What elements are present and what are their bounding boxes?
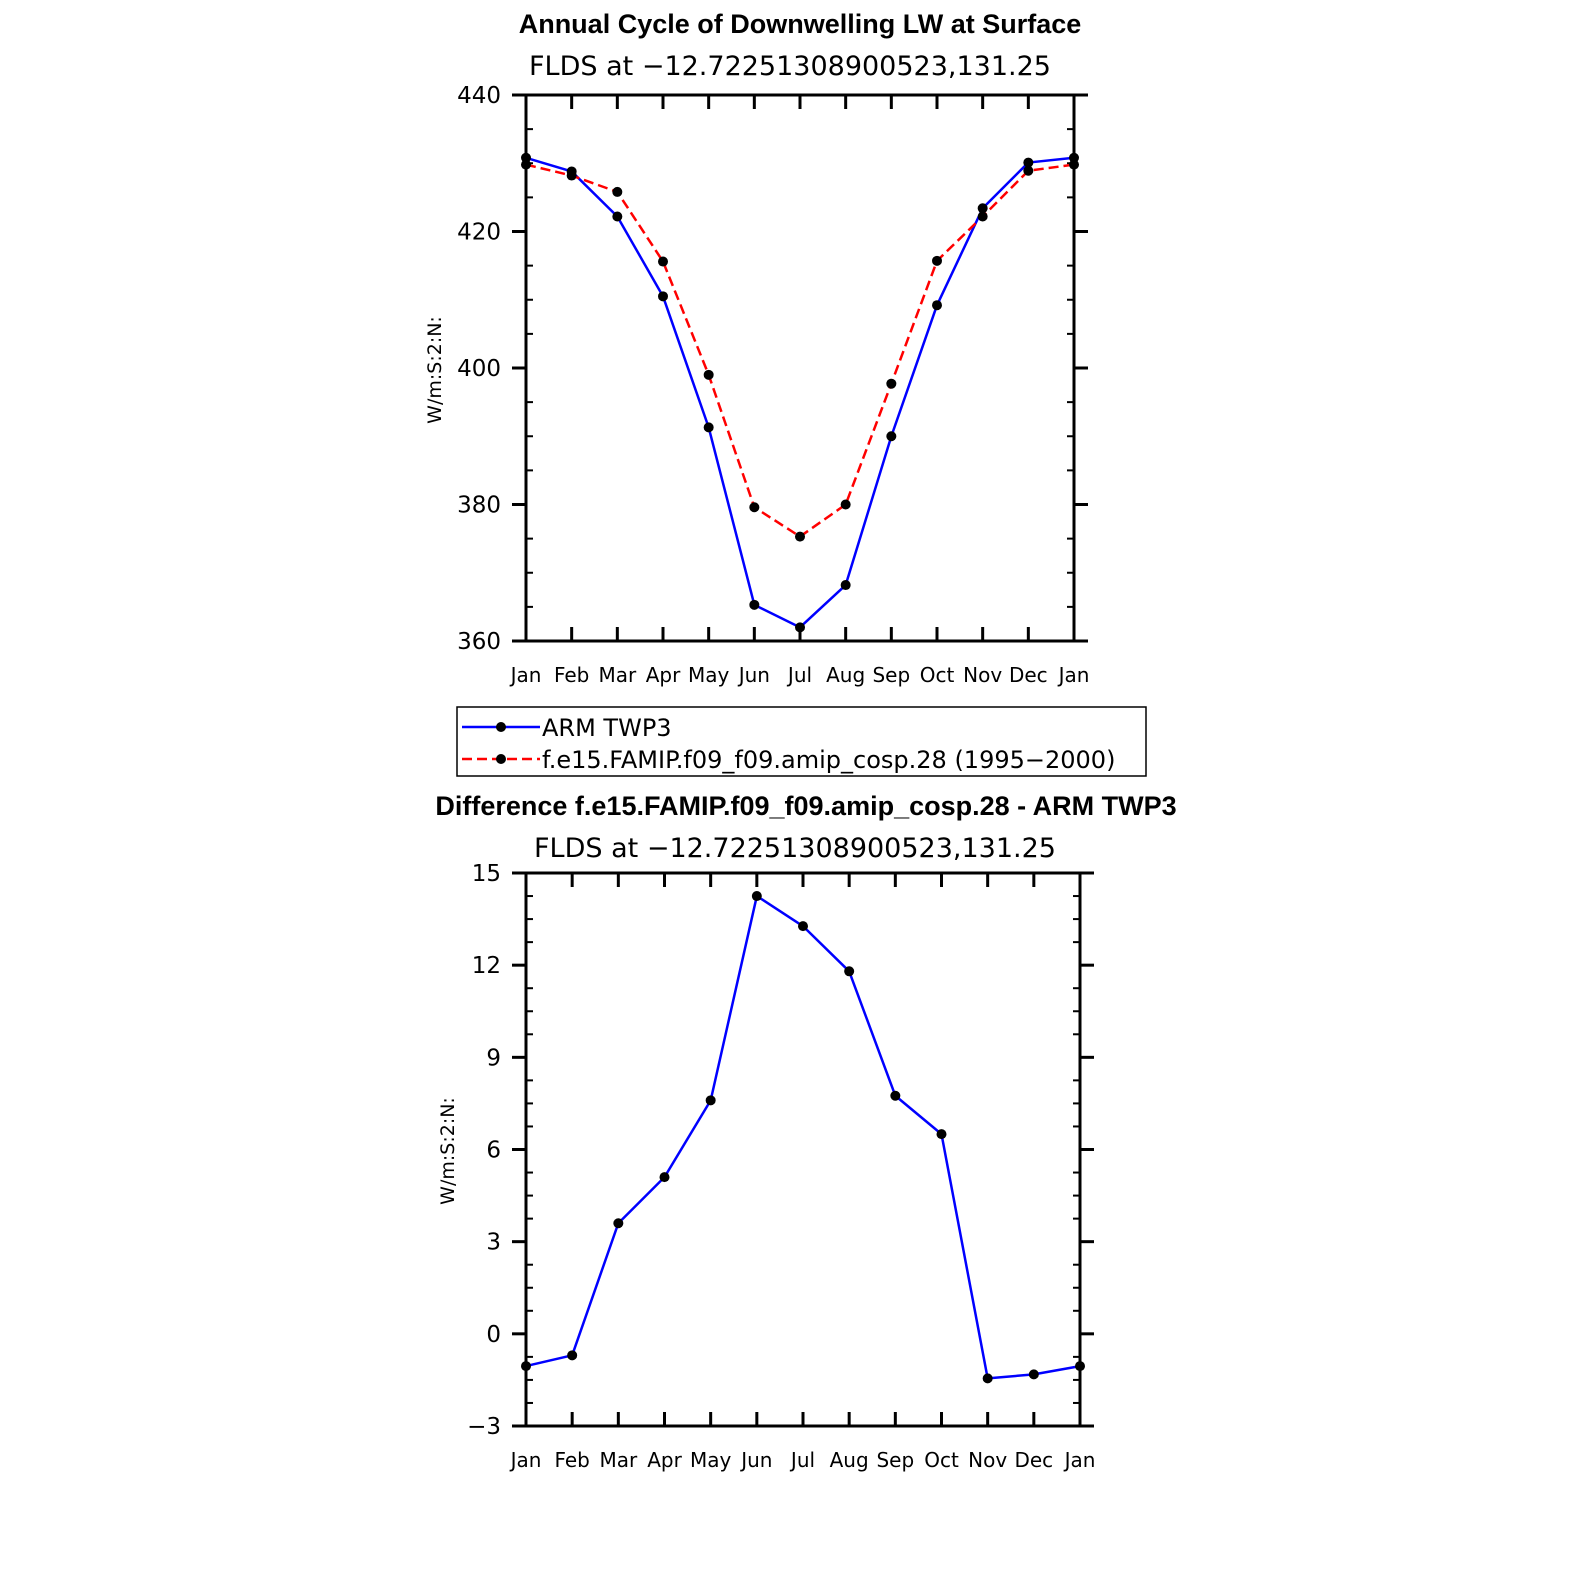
bottom-chart-series-0-point <box>659 1172 670 1183</box>
bottom-chart-series-0-point <box>798 921 808 932</box>
top-chart-y-tick-label: 420 <box>457 220 501 246</box>
top-chart-series-1-point <box>612 186 623 197</box>
top-chart-series-line-1 <box>525 163 1075 538</box>
top-chart-x-tick-label: Dec <box>1009 663 1048 687</box>
bottom-chart-title: Difference f.e15.FAMIP.f09_f09.amip_cosp… <box>435 791 1176 821</box>
top-chart-x-tick-label: Nov <box>963 663 1002 687</box>
top-chart-x-tick-label: Jun <box>737 663 770 687</box>
bottom-chart-x-tick-label: Dec <box>1014 1448 1053 1472</box>
legend-label-arm: ARM TWP3 <box>542 714 672 742</box>
bottom-chart-y-tick-label: 15 <box>472 861 501 887</box>
top-chart-y-tick-label: 400 <box>457 356 501 382</box>
bottom-chart-series-line-0 <box>525 894 1081 1380</box>
top-chart-series-1-point <box>1069 159 1079 170</box>
top-chart-x-tick-label: Jul <box>786 663 812 687</box>
bottom-chart-y-tick-label: −3 <box>467 1414 501 1440</box>
top-chart-y-tick-label: 380 <box>457 493 501 519</box>
top-chart-series-1-point <box>840 499 851 510</box>
bottom-chart-series <box>521 891 1085 1384</box>
top-chart-axes: Jan Feb Mar Apr May Jun Jul Aug Sep Oct Nov Dec Jan 3… <box>457 83 1089 687</box>
bottom-chart-series-0-point <box>751 891 762 902</box>
top-chart-subtitle: FLDS at −12.72251308900523,131.25 <box>529 51 1051 82</box>
top-chart-series-1-point <box>1023 165 1034 176</box>
bottom-chart-series-0-point <box>613 1218 624 1229</box>
top-chart-x-tick-label: Oct <box>920 663 955 687</box>
top-chart-title: Annual Cycle of Downwelling LW at Surfac… <box>519 9 1082 39</box>
top-chart-series-1-point <box>658 256 668 267</box>
bottom-chart-series-0-point <box>982 1373 993 1384</box>
bottom-chart-x-tick-label: Sep <box>876 1448 914 1472</box>
legend-box <box>456 706 1147 777</box>
top-chart-series-0-point <box>795 622 805 633</box>
bottom-chart-x-tick-label: May <box>690 1448 732 1472</box>
bottom-chart-y-tick-label: 3 <box>486 1230 501 1256</box>
bottom-chart-series-0-point <box>890 1090 901 1101</box>
top-chart-series-0-point <box>1023 157 1034 168</box>
bottom-chart-series-0-point <box>844 966 855 977</box>
top-chart-x-tick-label: Jan <box>1057 663 1090 687</box>
top-chart-series-0-point <box>932 300 942 311</box>
top-chart-series-1-point <box>566 170 577 181</box>
top-chart-y-axis-label: W/m:S:2:N: <box>424 316 446 424</box>
legend-marker-arm <box>496 722 506 732</box>
bottom-chart-y-tick-label: 0 <box>486 1322 501 1348</box>
top-chart: Annual Cycle of Downwelling LW at Surfac… <box>424 9 1147 777</box>
top-chart-series-0-point <box>703 422 714 433</box>
top-chart-series-1-point <box>749 502 760 513</box>
top-chart-series-0-point <box>840 580 851 591</box>
top-chart-plot-frame <box>524 93 1076 643</box>
bottom-chart-series-0-point <box>1075 1361 1085 1372</box>
top-chart-series-0-point <box>886 431 897 442</box>
bottom-chart-series-0-point <box>567 1350 578 1361</box>
bottom-chart-axes: Jan Feb Mar Apr May Jun Jul Aug Sep Oct Nov Dec Jan−… <box>467 861 1095 1472</box>
top-chart-x-tick-label: Mar <box>598 663 637 687</box>
top-chart-y-tick-label: 440 <box>457 83 501 109</box>
bottom-chart-x-tick-label: Jan <box>509 1448 542 1472</box>
bottom-chart-series-0-point <box>1028 1369 1039 1380</box>
bottom-chart-x-tick-label: Oct <box>924 1448 959 1472</box>
bottom-chart-y-tick-label: 9 <box>486 1045 501 1071</box>
top-chart-x-tick-label: Sep <box>872 663 910 687</box>
bottom-chart-plot-frame <box>524 871 1082 1428</box>
top-chart-x-tick-label: Jan <box>509 663 542 687</box>
top-chart-series-1-point <box>977 211 988 222</box>
bottom-chart-series-0-point <box>705 1095 716 1106</box>
top-chart-series-line-0 <box>525 156 1075 629</box>
top-chart-series-1-point <box>521 159 531 170</box>
bottom-chart-x-tick-label: Jan <box>1063 1448 1096 1472</box>
bottom-chart-series-0-point <box>521 1361 531 1372</box>
top-chart-y-tick-label: 360 <box>457 629 501 655</box>
bottom-chart-y-tick-label: 12 <box>472 953 501 979</box>
top-chart-series-0-point <box>612 211 623 222</box>
bottom-chart-x-tick-label: Mar <box>599 1448 638 1472</box>
top-chart-x-tick-label: Feb <box>554 663 589 687</box>
top-chart-x-tick-label: May <box>688 663 730 687</box>
bottom-chart-y-tick-label: 6 <box>486 1138 501 1164</box>
top-chart-series-1-point <box>886 378 897 389</box>
legend-label-model: f.e15.FAMIP.f09_f09.amip_cosp.28 (1995−2… <box>542 746 1115 774</box>
bottom-chart-y-axis-label: W/m:S:2:N: <box>437 1097 459 1205</box>
top-chart-series-1-point <box>795 531 805 542</box>
bottom-chart-x-tick-label: Nov <box>968 1448 1007 1472</box>
bottom-chart-series-0-point <box>936 1129 947 1140</box>
bottom-chart-x-tick-label: Jun <box>739 1448 772 1472</box>
bottom-chart: Difference f.e15.FAMIP.f09_f09.amip_cosp… <box>435 791 1176 1472</box>
legend-marker-model <box>496 754 506 764</box>
top-chart-series-0-point <box>977 203 988 214</box>
top-chart-series-1-point <box>703 369 714 380</box>
top-chart-series-0-point <box>658 291 668 302</box>
bottom-chart-x-tick-label: Jul <box>789 1448 815 1472</box>
top-chart-series <box>521 152 1079 633</box>
bottom-chart-x-tick-label: Apr <box>647 1448 682 1472</box>
top-chart-series-0-point <box>749 599 760 610</box>
bottom-chart-subtitle: FLDS at −12.72251308900523,131.25 <box>534 833 1056 864</box>
top-chart-series-1-point <box>932 255 942 266</box>
top-chart-x-tick-label: Aug <box>826 663 865 687</box>
legend: ARM TWP3 f.e15.FAMIP.f09_f09.amip_cosp.2… <box>456 706 1147 777</box>
top-chart-x-tick-label: Apr <box>646 663 681 687</box>
bottom-chart-x-tick-label: Feb <box>554 1448 589 1472</box>
bottom-chart-x-tick-label: Aug <box>830 1448 869 1472</box>
